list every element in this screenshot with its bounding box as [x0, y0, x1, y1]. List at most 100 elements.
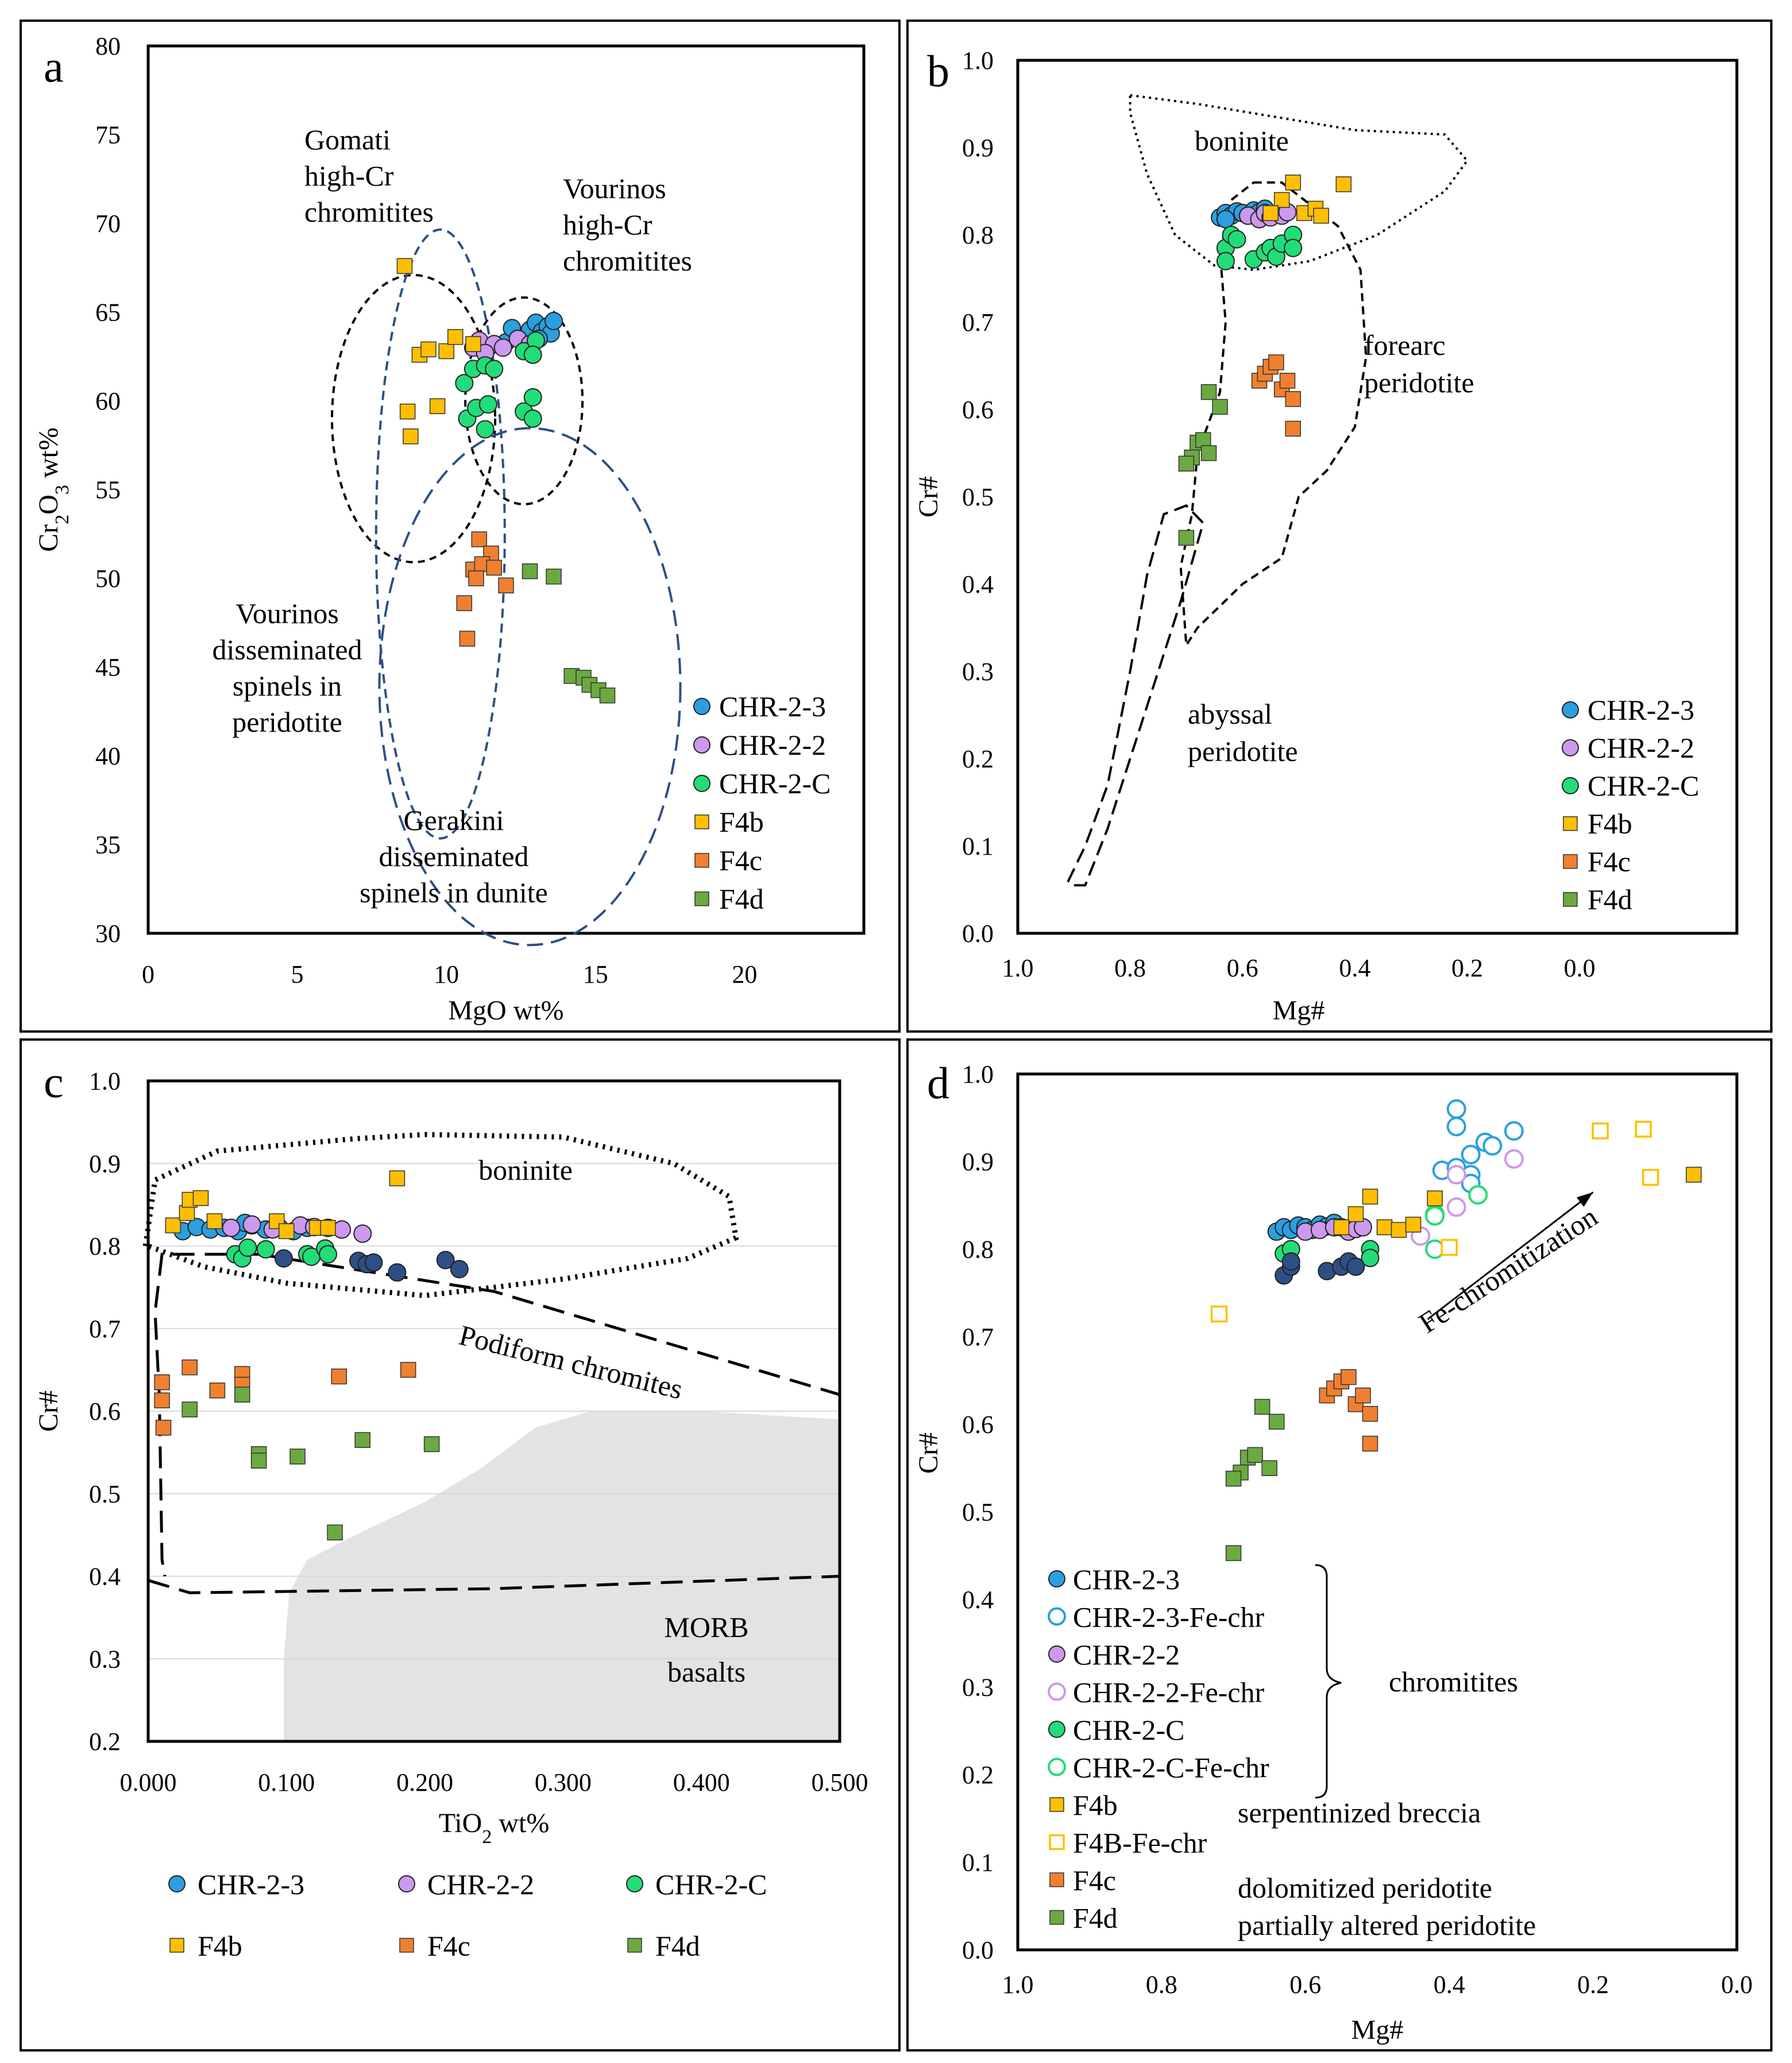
annotation-text: basalts — [667, 1656, 746, 1688]
legend-marker-CHR-2-C — [1048, 1721, 1065, 1738]
plot-area — [1016, 1072, 1739, 1952]
point-F4b — [465, 336, 481, 352]
annotation-text: Podiform chromites — [456, 1319, 686, 1405]
chromitites-brace — [1315, 1564, 1342, 1799]
x-tick-label: 15 — [583, 960, 608, 988]
point-dark — [274, 1249, 293, 1268]
y-tick-label: 0.4 — [89, 1563, 121, 1591]
point-F4b — [1405, 1216, 1422, 1233]
point-CHR-2-2-Fe-chr — [1446, 1197, 1466, 1217]
point-F4c — [468, 570, 484, 586]
legend-label: CHR-2-3 — [198, 1868, 304, 1900]
point-F4c — [181, 1359, 198, 1376]
panel-d: 0.0 0.1 0.2 0.3 0.4 0.5 0.6 0.7 0.8 0.9 1.0 1.0 0.8 0… — [913, 1060, 1753, 2045]
y-tick-label: 0.0 — [962, 1936, 994, 1964]
point-F4c — [1362, 1435, 1378, 1452]
x-axis-label: MgO wt% — [448, 995, 563, 1026]
field-vourinos-disseminated — [374, 228, 506, 840]
legend-marker-F4b — [1049, 1797, 1064, 1812]
point-F4c — [331, 1368, 347, 1385]
point-F4c — [400, 1362, 416, 1378]
legend-marker-CHR-2-C — [1562, 777, 1579, 794]
legend-marker-CHR-2-C — [693, 775, 710, 792]
legend-label: F4c — [1588, 845, 1631, 878]
x-tick-label: 0.0 — [1721, 1971, 1753, 1999]
point-CHR-2-C — [523, 345, 542, 364]
point-F4b — [1285, 175, 1301, 191]
point-dark — [364, 1253, 383, 1272]
field-boninite — [1129, 94, 1469, 271]
point-F4d — [1268, 1413, 1285, 1430]
legend-marker-F4c — [694, 853, 709, 868]
point-F4d — [354, 1432, 370, 1448]
legend-marker-F4c — [1049, 1872, 1064, 1887]
point-CHR-2-C — [1216, 252, 1235, 271]
point-CHR-2-C — [455, 374, 474, 393]
field-forearc — [1179, 181, 1368, 649]
point-F4d — [1200, 384, 1217, 400]
field-boninite — [142, 1131, 739, 1299]
panel-b-letter: b — [927, 46, 949, 96]
point-CHR-2-C — [478, 395, 497, 414]
y-tick-label: 0.2 — [962, 1761, 994, 1789]
annotation-text: disseminated — [379, 840, 528, 872]
legend-marker-CHR-2-2-Fe-chr — [1048, 1682, 1066, 1701]
point-CHR-2-C — [476, 420, 495, 439]
annotation-text: chromitites — [304, 196, 434, 228]
point-CHR-2-C — [256, 1240, 275, 1259]
x-axis-label: Mg# — [1351, 2015, 1404, 2045]
x-tick-label: 0.8 — [1114, 954, 1146, 982]
legend-label: F4c — [719, 844, 762, 876]
legend-label: CHR-2-2 — [719, 729, 826, 761]
x-axis-label: TiO2 wt% — [439, 1808, 550, 1848]
x-tick-label: 0.4 — [1339, 954, 1370, 982]
legend-marker-F4c — [1563, 854, 1578, 869]
point-CHR-2-C — [238, 1238, 257, 1257]
legend-label: F4b — [719, 806, 764, 838]
x-axis-label-part: 2 — [482, 1826, 492, 1848]
point-F4b — [1686, 1166, 1702, 1183]
y-tick-label: 0.1 — [962, 832, 994, 860]
point-F4B-Fe-chr — [1642, 1169, 1659, 1186]
y-tick-label: 0.8 — [962, 1235, 994, 1264]
point-F4b — [438, 343, 454, 360]
panel-c-frame — [20, 1038, 901, 2052]
point-F4c — [1285, 391, 1301, 407]
legend-marker-F4b — [1563, 816, 1578, 831]
y-tick-label: 0.5 — [962, 1498, 994, 1527]
point-CHR-2-3 — [1216, 210, 1235, 229]
group-label: serpentinized breccia — [1238, 1797, 1481, 1829]
point-F4c — [1285, 420, 1301, 437]
annotation-text: high-Cr — [563, 208, 652, 241]
point-F4b — [447, 329, 464, 345]
annotation-text: boninite — [1195, 125, 1289, 157]
point-CHR-2-2 — [353, 1224, 372, 1243]
point-F4d — [289, 1448, 306, 1465]
point-CHR-2-C — [523, 409, 542, 428]
point-F4c — [483, 545, 499, 562]
point-F4d — [1261, 1460, 1277, 1476]
x-tick-label: 0.4 — [1434, 1971, 1465, 1999]
point-F4b — [279, 1223, 295, 1239]
y-tick-label: 0.7 — [89, 1315, 121, 1343]
point-F4d — [327, 1524, 343, 1541]
point-F4c — [1355, 1387, 1371, 1404]
point-F4d — [1212, 399, 1228, 415]
point-CHR-2-3-Fe-chr — [1461, 1145, 1481, 1165]
point-F4c — [154, 1392, 170, 1409]
legend-label: F4c — [427, 1930, 470, 1962]
point-CHR-2-2-Fe-chr — [1504, 1149, 1524, 1169]
point-F4b — [389, 1170, 405, 1187]
legend-marker-F4d — [1049, 1910, 1064, 1925]
point-F4c — [471, 531, 488, 547]
point-F4b — [396, 258, 413, 274]
x-tick-label: 1.0 — [1002, 1971, 1034, 1999]
field-abyssal — [1067, 504, 1205, 887]
point-F4b — [206, 1213, 223, 1230]
point-F4c — [209, 1382, 226, 1398]
legend-label: CHR-2-2 — [1073, 1639, 1180, 1671]
annotation-text: chromitites — [563, 245, 692, 277]
fe-chromitization-arrowhead — [1576, 1192, 1593, 1207]
y-tick-label: 0.8 — [89, 1233, 121, 1261]
y-tick-label: 0.9 — [962, 1148, 994, 1176]
